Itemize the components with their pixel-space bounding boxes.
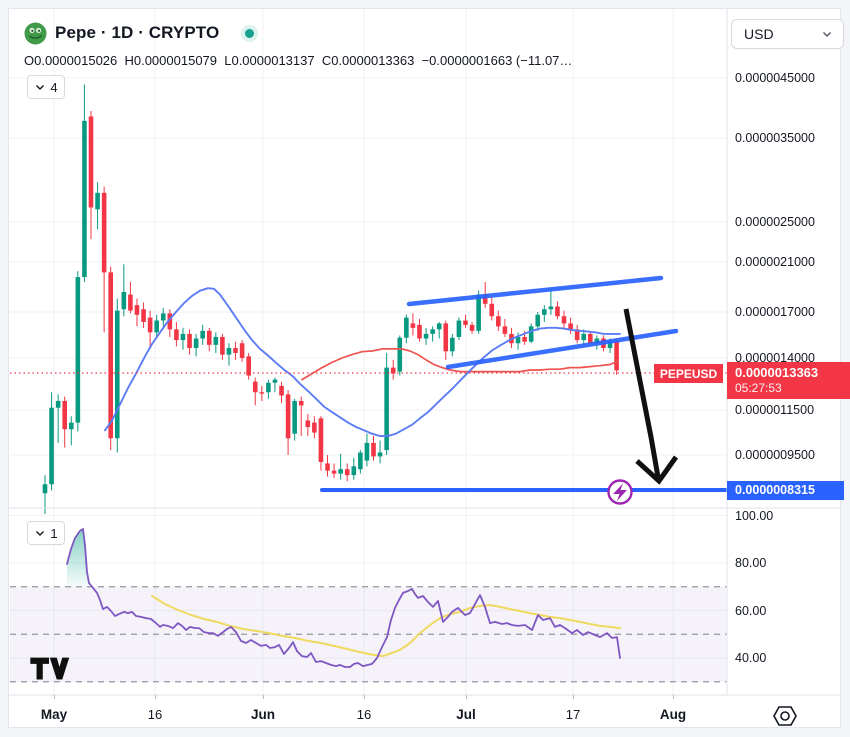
price-pane-indicators-button[interactable]: 4 xyxy=(27,75,65,99)
price-axis-label: 0.0000025000 xyxy=(735,215,815,229)
price-axis-label: 0.0000035000 xyxy=(735,131,815,145)
time-axis-tickmark xyxy=(364,695,365,699)
bar-countdown: 05:27:53 xyxy=(735,381,782,395)
time-axis-label: 17 xyxy=(565,707,581,722)
price-axis-label: 0.0000014000 xyxy=(735,351,815,365)
time-axis-tickmark xyxy=(155,695,156,699)
time-axis-label: Jun xyxy=(250,707,276,722)
price-axis-label: 0.0000021000 xyxy=(735,255,815,269)
currency-dropdown[interactable]: USD xyxy=(731,19,844,49)
chevron-down-icon xyxy=(36,85,45,90)
time-axis-tickmark xyxy=(573,695,574,699)
rsi-pane-indicators-button[interactable]: 1 xyxy=(27,521,65,545)
time-axis-label: Jul xyxy=(456,707,476,722)
rsi-axis-label: 100.00 xyxy=(735,508,774,523)
rsi-axis-label: 80.00 xyxy=(735,556,767,570)
last-price-axis-label: 0.0000013363 05:27:53 xyxy=(727,362,850,399)
symbol-price-tag: PEPEUSD xyxy=(654,364,723,383)
price-axis-label: 0.0000009500 xyxy=(735,448,815,462)
symbol-title[interactable]: Pepe · 1D · CRYPTO xyxy=(55,23,220,42)
time-axis-tickmark xyxy=(263,695,264,699)
time-axis-tickmark xyxy=(54,695,55,699)
currency-value: USD xyxy=(744,26,774,42)
time-axis-label: 16 xyxy=(147,707,163,722)
rsi-axis-label: 60.00 xyxy=(735,603,767,618)
price-axis-label: 0.0000045000 xyxy=(735,71,815,85)
object-tree-icon[interactable] xyxy=(771,703,799,734)
time-axis-tickmark xyxy=(466,695,467,699)
price-axis-label: 0.0000017000 xyxy=(735,305,815,319)
symbol-price-tag-text: PEPEUSD xyxy=(659,366,718,381)
price-axis-label: 0.0000011500 xyxy=(735,403,815,417)
support-price-value: 0.0000008315 xyxy=(735,483,815,497)
time-axis-label: 16 xyxy=(356,707,372,722)
ohlc-readout: O0.0000015026 H0.0000015079 L0.000001313… xyxy=(24,53,573,68)
time-axis-tickmark xyxy=(673,695,674,699)
rsi-pane-badge: 1 xyxy=(50,525,58,541)
chevron-down-icon xyxy=(36,531,45,536)
pepe-logo-icon xyxy=(24,22,47,45)
price-pane-badge: 4 xyxy=(50,79,58,95)
time-axis-label: May xyxy=(40,707,68,722)
chart-header: Pepe · 1D · CRYPTO O0.0000015026 H0.0000… xyxy=(24,20,572,68)
rsi-axis-label: 40.00 xyxy=(735,651,767,665)
chevron-down-icon xyxy=(823,32,831,37)
data-status-dot-icon xyxy=(241,24,259,42)
tradingview-logo[interactable] xyxy=(28,653,70,686)
support-price-axis-label: 0.0000008315 xyxy=(727,481,844,500)
time-axis-label: Aug xyxy=(659,707,687,722)
last-price-value: 0.0000013363 xyxy=(735,365,819,380)
